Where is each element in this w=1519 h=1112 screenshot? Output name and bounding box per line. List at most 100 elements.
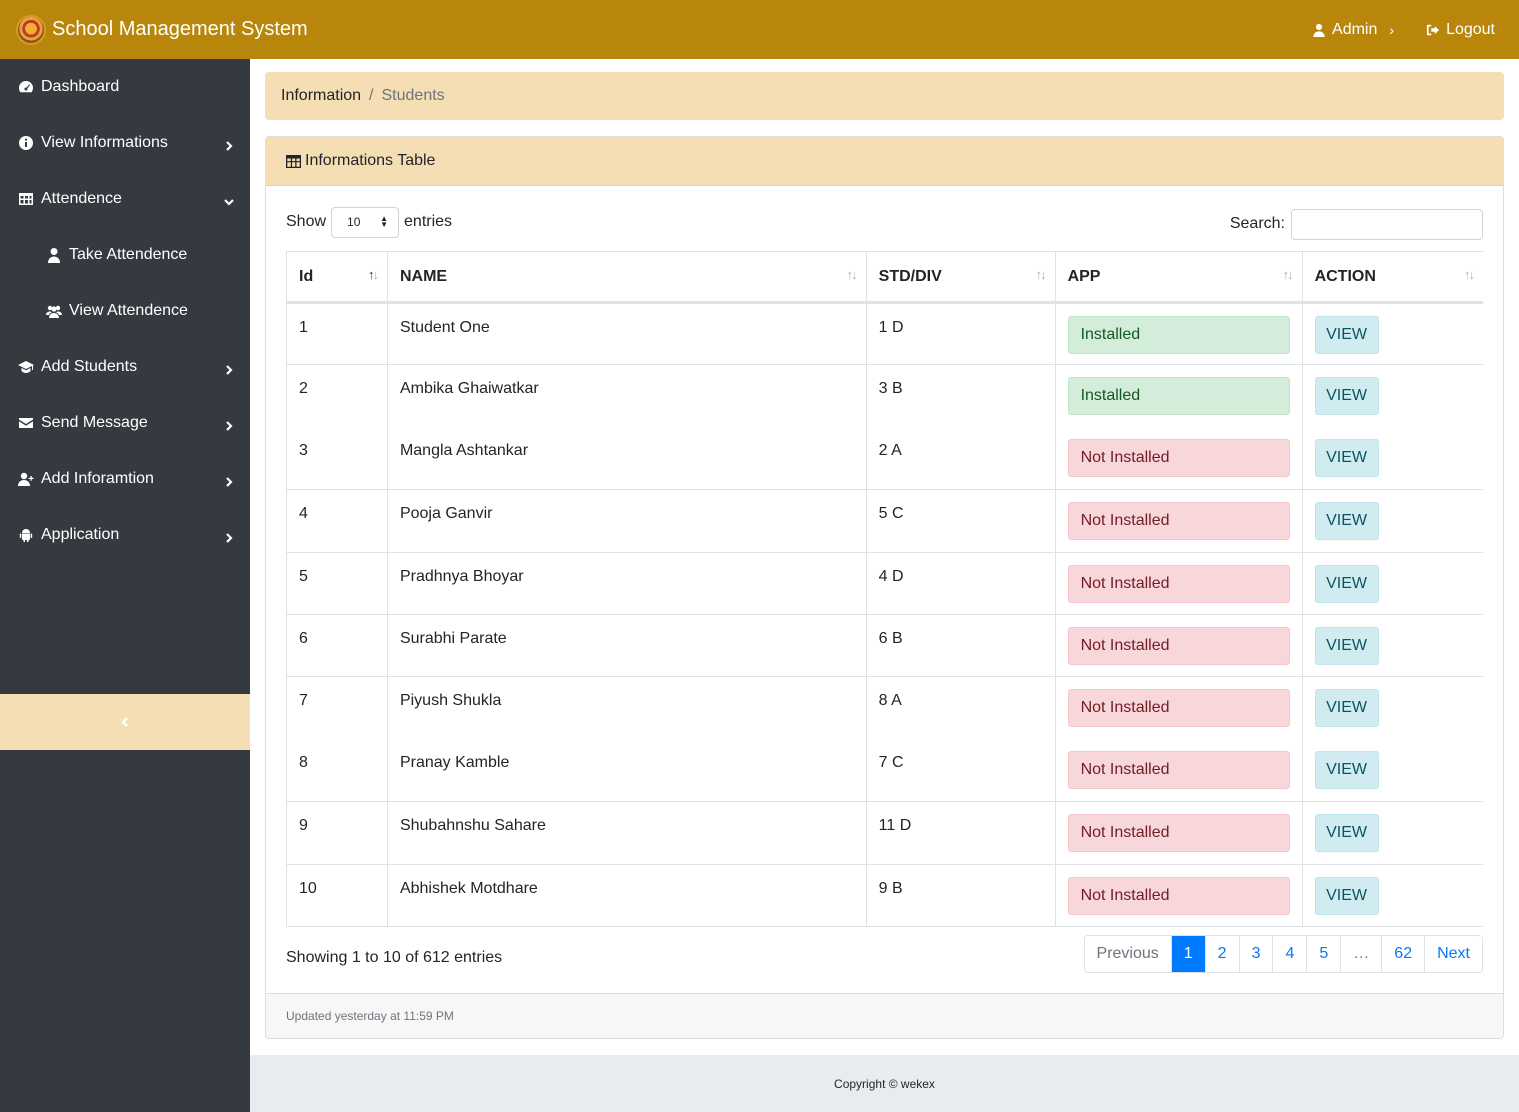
cell-std-div: 2 A	[865, 427, 1056, 490]
app-status-badge: Not Installed	[1067, 876, 1290, 915]
table-row: 6 Surabhi Parate 6 B Not Installed VIEW	[286, 613, 1483, 677]
view-button[interactable]: VIEW	[1314, 564, 1379, 603]
sort-icon: ↑↓	[1282, 267, 1294, 282]
sidebar-item-view-attendence[interactable]: View Attendence	[0, 283, 250, 339]
informations-card: Informations Table Show 10 ▲ ▼ entries Se…	[265, 136, 1504, 1039]
sort-icon: ↑↓	[1464, 267, 1475, 282]
cell-name: Abhishek Motdhare	[386, 863, 867, 927]
cell-app: Not Installed	[1054, 427, 1303, 490]
cell-name: Student One	[386, 301, 867, 365]
column-header-app[interactable]: APP ↑↓	[1054, 251, 1303, 304]
logout-link[interactable]: Logout	[1426, 21, 1495, 39]
column-header-id[interactable]: Id ↑↓	[286, 251, 388, 304]
view-button[interactable]: VIEW	[1314, 876, 1379, 915]
pagination: Previous 1 2 3 4 5 … 62 Next	[1083, 935, 1483, 973]
main-content: Information / Students Informations Tabl…	[250, 59, 1519, 1055]
android-icon	[18, 527, 34, 543]
view-button[interactable]: VIEW	[1314, 626, 1379, 665]
cell-app: Installed	[1054, 364, 1303, 428]
cell-std-div: 4 D	[865, 551, 1056, 615]
cell-std-div: 1 D	[865, 301, 1056, 365]
admin-menu[interactable]: Admin ›	[1312, 21, 1394, 39]
brand[interactable]: School Management System	[16, 14, 308, 45]
view-button[interactable]: VIEW	[1314, 751, 1379, 790]
table-header-row: Id ↑↓ NAME ↑↓ STD/DIV ↑↓ APP ↑↓ ACTION ↑↓	[286, 251, 1483, 304]
view-button[interactable]: VIEW	[1314, 814, 1379, 853]
table-icon	[18, 191, 34, 207]
pagination-page[interactable]: 3	[1238, 936, 1273, 972]
cell-std-div: 3 B	[865, 364, 1056, 428]
pagination-next[interactable]: Next	[1424, 936, 1482, 972]
sidebar-item-label: Dashboard	[41, 78, 120, 95]
students-table: Id ↑↓ NAME ↑↓ STD/DIV ↑↓ APP ↑↓ ACTION ↑↓ 1 S…	[286, 251, 1483, 927]
column-label: ACTION	[1314, 267, 1376, 285]
table-row: 5 Pradhnya Bhoyar 4 D Not Installed VIEW	[286, 551, 1483, 615]
view-button[interactable]: VIEW	[1314, 377, 1379, 416]
cell-id: 10	[286, 863, 388, 927]
sidebar-item-label: Add Inforamtion	[41, 470, 154, 487]
breadcrumb-information[interactable]: Information	[281, 87, 362, 104]
pagination-page[interactable]: 4	[1272, 936, 1307, 972]
sidebar-item-add-students[interactable]: Add Students	[0, 339, 250, 395]
pagination-previous[interactable]: Previous	[1084, 936, 1171, 972]
sidebar-item-attendence[interactable]: Attendence	[0, 171, 250, 227]
cell-app: Not Installed	[1054, 863, 1303, 927]
view-button[interactable]: VIEW	[1314, 502, 1379, 541]
column-header-name[interactable]: NAME ↑↓	[386, 251, 867, 304]
pagination-page[interactable]: 2	[1204, 936, 1239, 972]
sort-icon: ↑↓	[846, 267, 858, 282]
cell-std-div: 6 B	[865, 613, 1056, 677]
table-row: 2 Ambika Ghaiwatkar 3 B Installed VIEW	[286, 364, 1483, 428]
app-status-badge: Not Installed	[1067, 814, 1290, 853]
pagination-page[interactable]: 1	[1170, 936, 1205, 972]
cell-app: Not Installed	[1054, 676, 1303, 740]
entries-label: entries	[404, 213, 453, 230]
app-status-badge: Not Installed	[1067, 689, 1290, 728]
pagination-ellipsis: …	[1340, 936, 1382, 972]
cell-action: VIEW	[1301, 364, 1483, 428]
cell-app: Installed	[1054, 301, 1303, 365]
copyright-text: Copyright © wekex	[834, 1076, 935, 1091]
sidebar-item-send-message[interactable]: Send Message	[0, 395, 250, 451]
page-length-select[interactable]: 10 ▲ ▼	[331, 206, 400, 238]
cell-action: VIEW	[1301, 801, 1483, 865]
chevron-left-icon	[121, 717, 128, 727]
pagination-page[interactable]: 62	[1381, 936, 1425, 972]
cell-std-div: 8 A	[865, 676, 1056, 740]
sidebar-item-application[interactable]: Application	[0, 507, 250, 563]
view-button[interactable]: VIEW	[1314, 316, 1379, 354]
sidebar-item-add-inforamtion[interactable]: Add Inforamtion	[0, 451, 250, 507]
column-label: NAME	[399, 267, 448, 285]
users-icon	[46, 303, 62, 319]
dashboard-icon	[18, 79, 34, 95]
breadcrumb-separator: /	[369, 87, 374, 104]
sidebar-item-view-informations[interactable]: View Informations	[0, 115, 250, 171]
envelope-icon	[18, 415, 34, 431]
cell-id: 8	[286, 739, 388, 802]
graduation-cap-icon	[18, 359, 34, 375]
column-header-action[interactable]: ACTION ↑↓	[1301, 251, 1483, 304]
sidebar-collapse-button[interactable]	[0, 694, 250, 750]
app-status-badge: Not Installed	[1067, 751, 1290, 790]
column-label: Id	[299, 267, 314, 285]
cell-id: 1	[286, 301, 388, 365]
column-label: STD/DIV	[878, 267, 942, 285]
sidebar-item-dashboard[interactable]: Dashboard	[0, 59, 250, 115]
column-header-std-div[interactable]: STD/DIV ↑↓	[865, 251, 1056, 304]
cell-action: VIEW	[1301, 739, 1483, 802]
table-controls: Show 10 ▲ ▼ entries Search:	[286, 205, 1483, 240]
sidebar-item-take-attendence[interactable]: Take Attendence	[0, 227, 250, 283]
chevron-right-icon	[224, 138, 234, 151]
card-header: Informations Table	[266, 137, 1503, 186]
table-row: 3 Mangla Ashtankar 2 A Not Installed VIE…	[286, 427, 1483, 490]
view-button[interactable]: VIEW	[1314, 439, 1379, 478]
app-status-badge: Installed	[1067, 377, 1290, 416]
view-button[interactable]: VIEW	[1314, 689, 1379, 728]
cell-name: Piyush Shukla	[386, 676, 867, 740]
table-icon	[286, 154, 301, 168]
search-input[interactable]	[1291, 208, 1483, 240]
app-status-badge: Not Installed	[1067, 626, 1290, 665]
cell-action: VIEW	[1301, 863, 1483, 927]
pagination-page[interactable]: 5	[1306, 936, 1341, 972]
school-logo	[16, 14, 46, 45]
